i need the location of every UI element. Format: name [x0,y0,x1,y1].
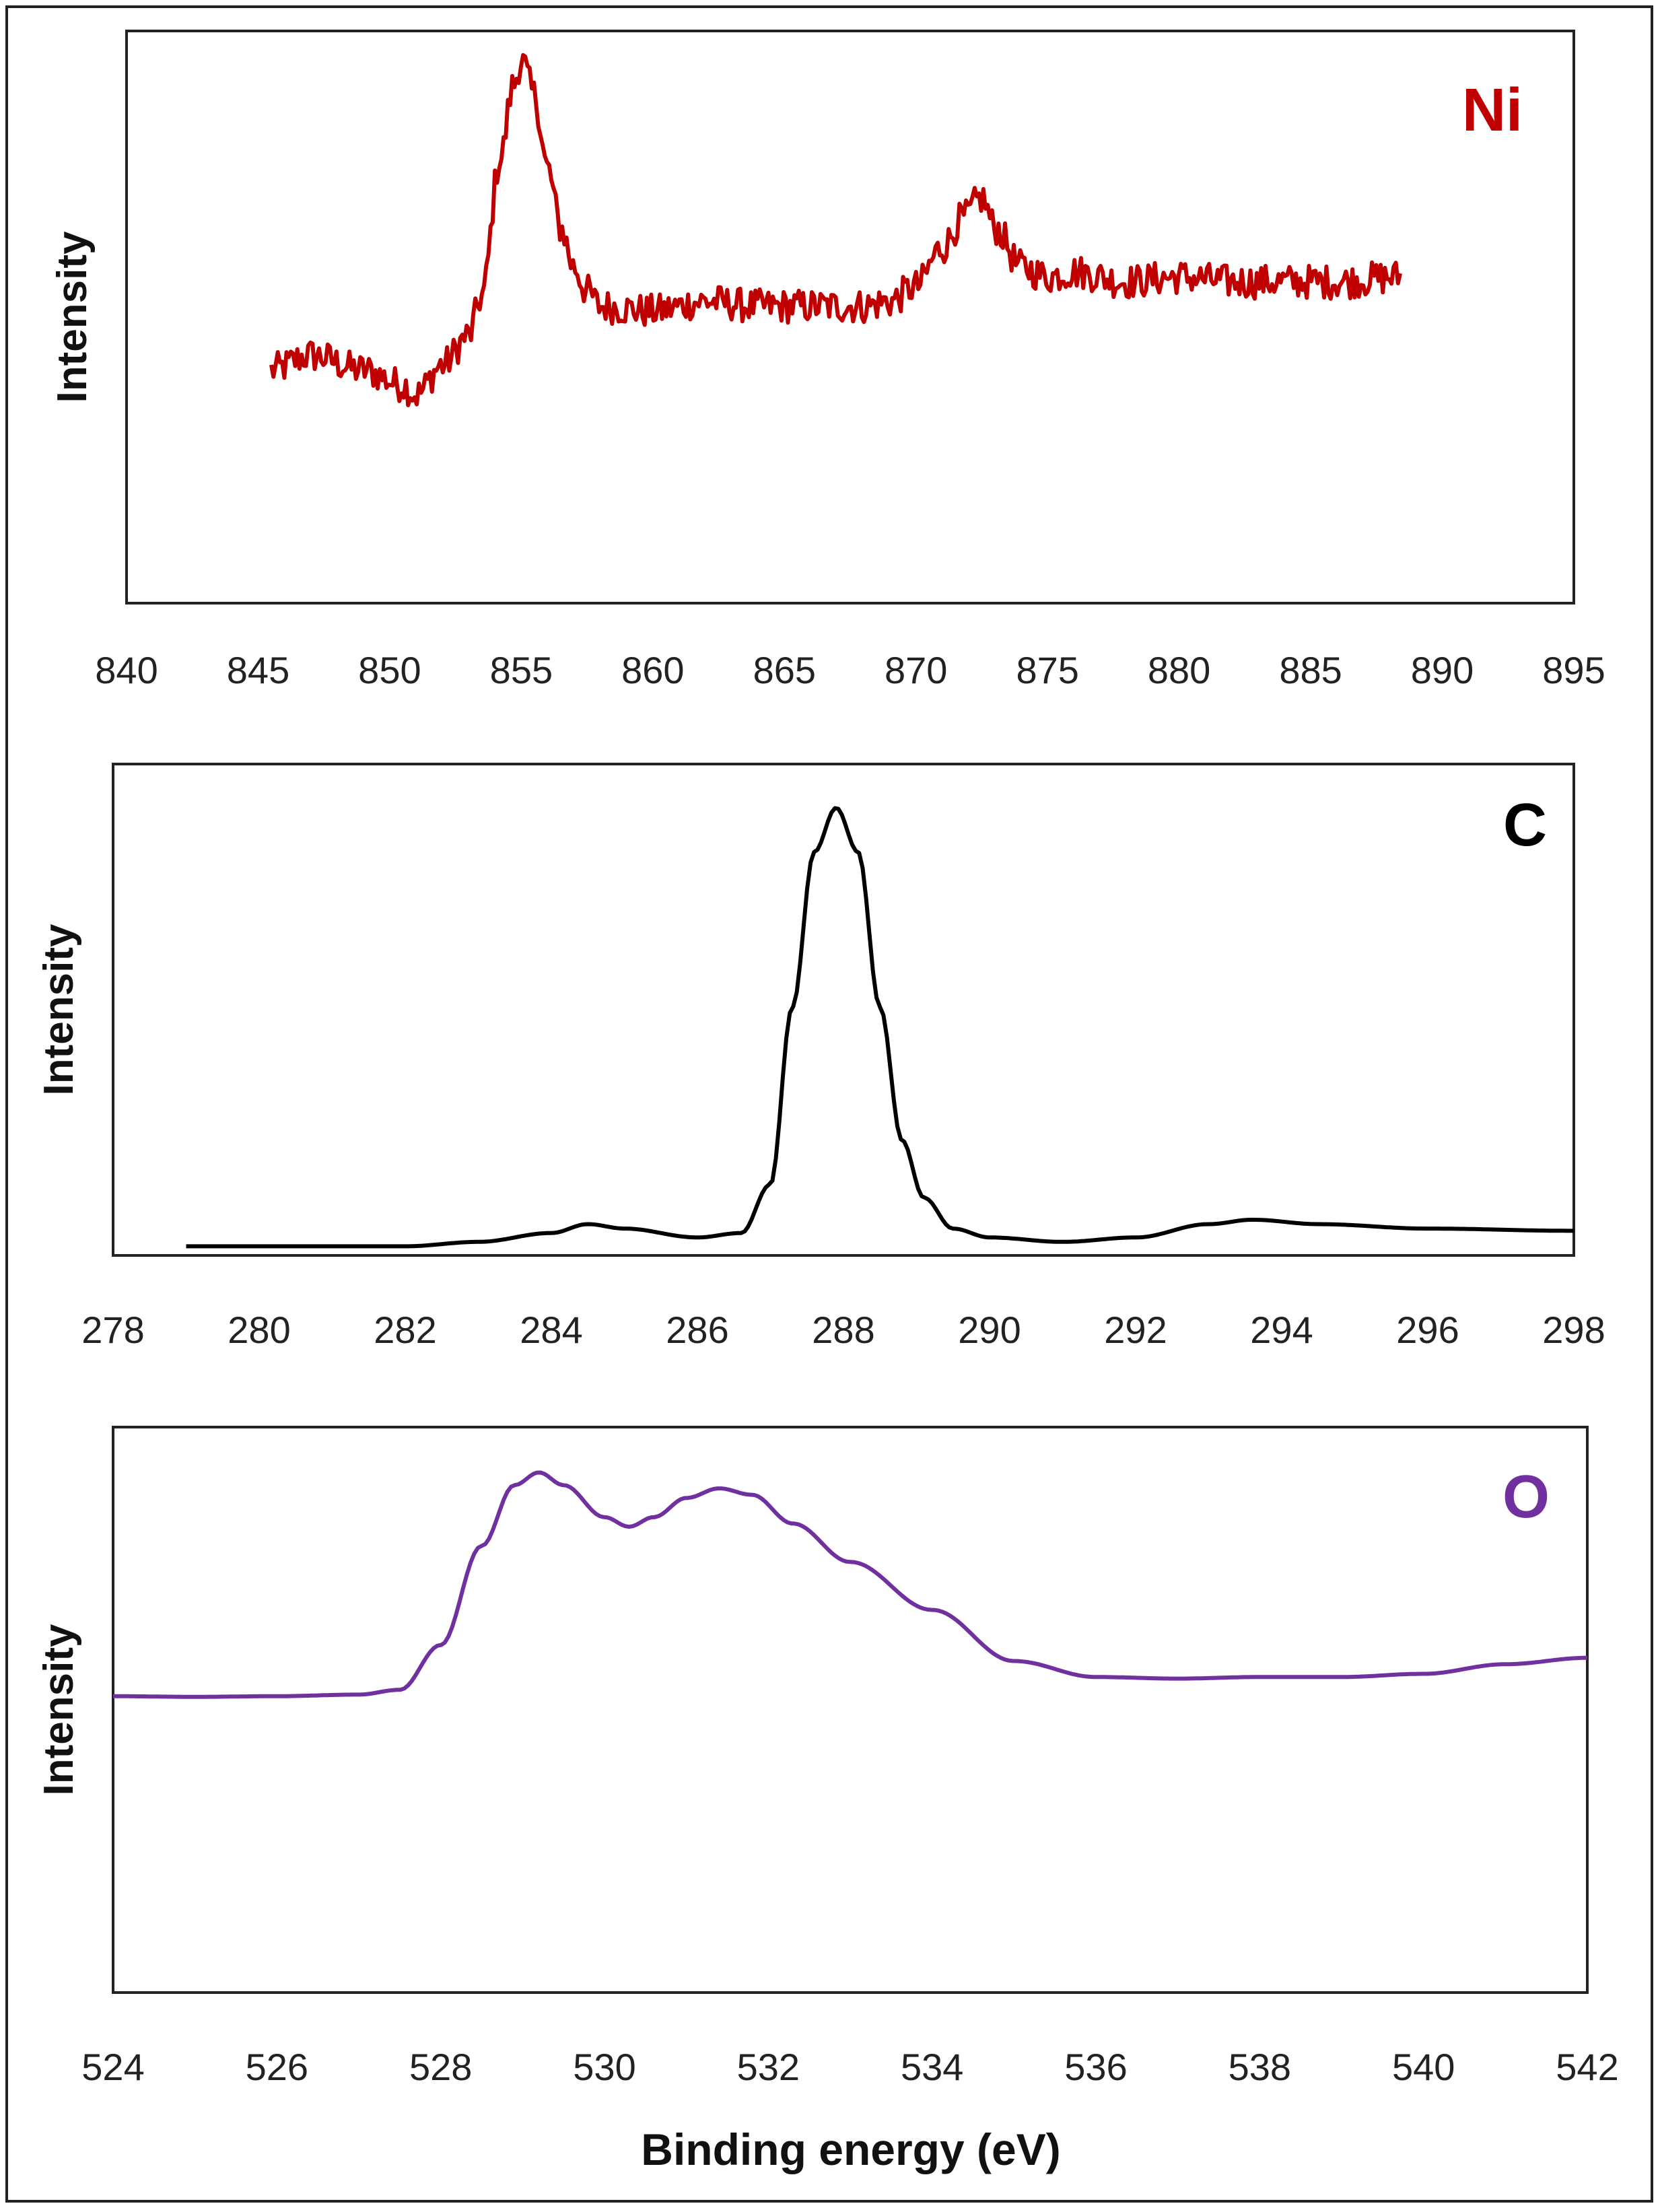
c-element-label: C [1503,792,1547,859]
ni-x-tick-label: 865 [753,649,816,691]
ni-x-tick-label: 860 [621,649,684,691]
o-element-label: O [1502,1463,1550,1531]
o-x-tick-labels: 524 526 528 530 532 534 536 538 540 542 [81,2046,1618,2088]
c-x-tick-labels: 278 280 282 284 286 288 290 292 294 296 298 [81,1309,1605,1351]
c-x-tick-label: 282 [374,1309,436,1351]
ni-x-tick-labels: 840 845 850 855 860 865 870 875 880 885 890 895 [95,649,1605,691]
o-y-axis-label: Intensity [36,1624,82,1795]
ni-y-axis-label: Intensity [49,231,96,403]
o-x-tick-label: 542 [1556,2046,1618,2088]
o-panel: 524 526 528 530 532 534 536 538 540 542 Intensity… [36,1426,1619,2174]
ni-x-tick-label: 855 [490,649,553,691]
c-x-tick-label: 296 [1396,1309,1459,1351]
o-x-tick-label: 526 [246,2046,308,2088]
c-plot-frame [112,763,1575,1257]
ni-element-label: Ni [1462,77,1523,144]
c-x-tick-label: 284 [520,1309,582,1351]
o-x-tick-label: 532 [737,2046,800,2088]
x-axis-title: Binding energy (eV) [641,2124,1060,2174]
o-x-tick-label: 536 [1064,2046,1127,2088]
c-x-tick-label: 280 [228,1309,290,1351]
c-spectrum-line [186,806,1574,1249]
ni-spectrum-line [269,53,1402,407]
o-x-tick-label: 538 [1229,2046,1291,2088]
c-x-tick-label: 278 [81,1309,144,1351]
o-spectrum-line [113,1470,1587,1699]
ni-x-tick-label: 890 [1411,649,1474,691]
o-x-tick-label: 534 [901,2046,963,2088]
c-x-tick-label: 292 [1104,1309,1167,1351]
ni-x-tick-label: 870 [885,649,947,691]
c-panel: 278 280 282 284 286 288 290 292 294 296 298 Intens… [36,763,1605,1351]
ni-x-tick-label: 845 [227,649,289,691]
c-y-axis-label: Intensity [36,924,82,1095]
c-x-tick-label: 286 [666,1309,728,1351]
o-x-tick-label: 540 [1392,2046,1455,2088]
o-x-tick-label: 524 [81,2046,144,2088]
ni-x-tick-label: 840 [95,649,158,691]
ni-x-tick-label: 885 [1279,649,1342,691]
o-x-tick-label: 530 [573,2046,635,2088]
c-x-tick-label: 294 [1250,1309,1313,1351]
c-x-tick-label: 290 [958,1309,1021,1351]
o-x-tick-label: 528 [409,2046,472,2088]
o-plot-frame [112,1426,1589,1994]
ni-plot-frame [125,30,1575,604]
c-x-tick-label: 288 [812,1309,874,1351]
ni-x-tick-label: 880 [1148,649,1210,691]
c-x-tick-label: 298 [1542,1309,1605,1351]
ni-x-tick-label: 895 [1542,649,1605,691]
ni-x-tick-label: 850 [358,649,421,691]
ni-x-tick-label: 875 [1016,649,1078,691]
figure-frame [5,5,1653,2203]
ni-panel: 840 845 850 855 860 865 870 875 880 885 890 895 Int… [49,30,1605,691]
